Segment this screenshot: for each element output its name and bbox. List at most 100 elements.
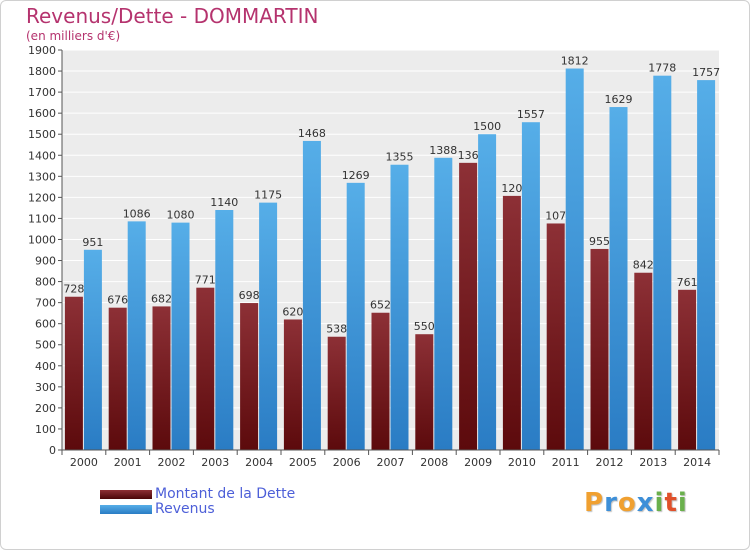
bar-dette — [502, 195, 521, 450]
y-tick-label: 1100 — [28, 212, 56, 225]
logo-letter: x — [636, 488, 655, 518]
data-label: 728 — [63, 283, 84, 296]
y-tick-label: 500 — [35, 339, 56, 352]
x-tick-label: 2009 — [464, 456, 492, 469]
x-tick-label: 2006 — [333, 456, 361, 469]
x-tick-label: 2001 — [114, 456, 142, 469]
data-label: 1778 — [648, 62, 676, 75]
y-tick-label: 1600 — [28, 107, 56, 120]
bar-revenus — [127, 221, 146, 450]
legend-label-dette: Montant de la Dette — [155, 486, 296, 502]
data-label: 1355 — [386, 151, 414, 164]
proxiti-logo: Proxiti — [584, 488, 688, 518]
y-tick-label: 1700 — [28, 86, 56, 99]
bar-revenus — [171, 222, 190, 450]
x-tick-label: 2010 — [508, 456, 536, 469]
data-label: 761 — [677, 276, 698, 289]
logo-letter: o — [617, 488, 637, 518]
bar-dette — [327, 336, 346, 450]
data-label: 550 — [414, 320, 435, 333]
x-tick-label: 2008 — [420, 456, 448, 469]
y-tick-label: 700 — [35, 297, 56, 310]
data-label: 1140 — [210, 196, 238, 209]
x-tick-label: 2004 — [245, 456, 273, 469]
data-label: 698 — [239, 289, 260, 302]
bars — [64, 68, 716, 451]
x-tick-label: 2007 — [377, 456, 405, 469]
bar-dette — [283, 319, 302, 450]
bar-revenus — [215, 210, 234, 450]
chart-title: Revenus/Dette - DOMMARTIN — [26, 4, 319, 28]
data-label: 1086 — [123, 207, 151, 220]
bar-revenus — [609, 107, 628, 450]
data-label: 538 — [326, 323, 347, 336]
y-tick-label: 1500 — [28, 128, 56, 141]
data-label: 676 — [107, 294, 128, 307]
bar-revenus — [434, 157, 453, 450]
bar-revenus — [259, 202, 278, 450]
y-tick-label: 1900 — [28, 44, 56, 57]
y-tick-label: 100 — [35, 423, 56, 436]
data-label: 1500 — [473, 120, 501, 133]
legend-swatch-dette — [100, 489, 152, 499]
x-axis-ticks: 2000 2001 2002 2003 2004 2005 2006 2007 2008 2009… — [61, 450, 720, 469]
bar-revenus — [565, 68, 584, 451]
x-tick-label: 2013 — [639, 456, 667, 469]
data-label: 771 — [195, 274, 216, 287]
legend-item-dette: Montant de la Dette — [100, 486, 296, 502]
data-label: 107 — [545, 209, 566, 222]
legend-label-revenus: Revenus — [155, 501, 215, 517]
bar-revenus — [653, 75, 672, 451]
legend-item-revenus: Revenus — [100, 501, 215, 517]
y-tick-label: 900 — [35, 255, 56, 268]
bar-revenus — [83, 249, 102, 450]
y-tick-label: 300 — [35, 381, 56, 394]
chart-subtitle: (en milliers d'€) — [26, 29, 121, 43]
data-labels: 728 951 676 1086 682 1080 771 1140 698 1175 620 146… — [63, 55, 720, 336]
bar-dette — [678, 289, 697, 450]
data-label: 1812 — [561, 55, 589, 68]
data-label: 842 — [633, 259, 654, 272]
x-tick-label: 2000 — [70, 456, 98, 469]
bar-revenus — [521, 122, 540, 451]
data-label: 1629 — [605, 93, 633, 106]
x-tick-label: 2014 — [683, 456, 711, 469]
bar-revenus — [697, 80, 716, 451]
bar-dette — [459, 162, 478, 450]
legend-swatch-revenus — [100, 504, 152, 514]
x-tick-label: 2002 — [158, 456, 186, 469]
y-tick-label: 0 — [49, 444, 56, 457]
data-label: 652 — [370, 299, 391, 312]
bar-dette — [415, 334, 434, 450]
x-tick-label: 2005 — [289, 456, 317, 469]
data-label: 1175 — [254, 189, 282, 202]
y-tick-label: 1300 — [28, 170, 56, 183]
data-label: 955 — [589, 235, 610, 248]
y-tick-label: 400 — [35, 360, 56, 373]
bar-dette — [64, 296, 83, 450]
bar-dette — [590, 248, 609, 450]
logo-letter: i — [677, 488, 688, 518]
data-label: 1269 — [342, 169, 370, 182]
data-label: 1757 — [692, 66, 720, 79]
y-axis-ticks: 0 100 200 300 400 500 600 700 800 900 1000 1100 1200… — [28, 44, 63, 457]
y-tick-label: 1200 — [28, 191, 56, 204]
bar-revenus — [478, 134, 497, 451]
y-tick-label: 1000 — [28, 233, 56, 246]
bar-revenus — [390, 164, 409, 450]
bar-dette — [152, 306, 171, 450]
data-label: 1468 — [298, 127, 326, 140]
data-label: 136 — [458, 149, 479, 162]
bar-dette — [196, 287, 215, 450]
data-label: 1557 — [517, 108, 545, 121]
x-tick-label: 2003 — [201, 456, 229, 469]
bar-dette — [371, 312, 390, 450]
data-label: 120 — [501, 182, 522, 195]
data-label: 682 — [151, 292, 172, 305]
logo-letter: P — [584, 488, 605, 518]
bar-dette — [634, 272, 653, 450]
data-label: 620 — [282, 305, 303, 318]
y-tick-label: 200 — [35, 402, 56, 415]
logo-letter: i — [654, 488, 665, 518]
